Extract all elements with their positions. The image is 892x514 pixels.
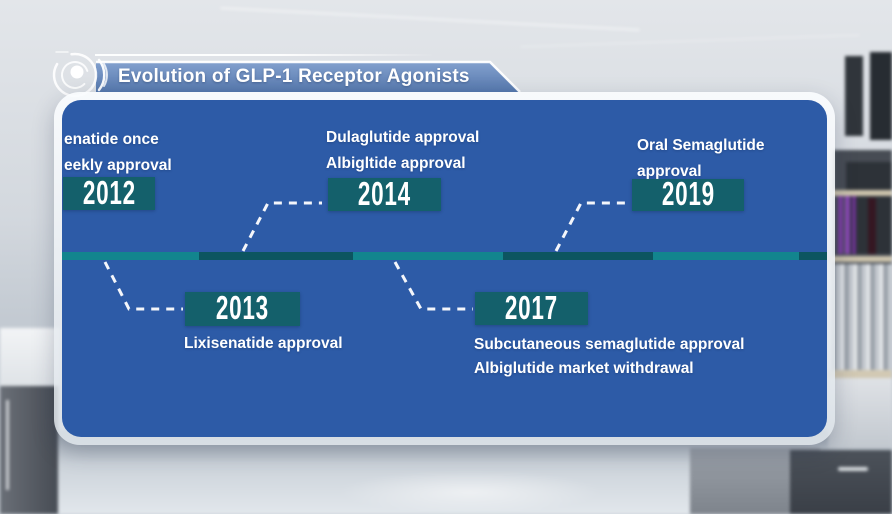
year-box-2017: 2017	[475, 289, 588, 327]
event-label-2013: Lixisenatide approval	[184, 331, 343, 357]
event-label-line: enatide once	[64, 131, 159, 148]
event-label-line: Albigltide approval	[326, 155, 466, 172]
year-label: 2012	[82, 174, 136, 212]
event-label-line: Lixisenatide approval	[184, 335, 343, 352]
event-label-line: Oral Semaglutide	[637, 137, 765, 154]
year-label: 2017	[504, 289, 559, 327]
lab-shelf	[828, 190, 892, 196]
lab-equipment	[845, 56, 863, 136]
ceiling-line	[520, 34, 860, 48]
event-label-2019: Oral Semaglutide approval	[637, 133, 764, 185]
lab-shelf	[828, 256, 892, 262]
lab-counter	[0, 328, 60, 386]
timeline-segment	[503, 252, 653, 260]
ceiling-line	[220, 7, 640, 31]
year-label: 2013	[215, 289, 270, 327]
event-label-line: eekly approval	[64, 157, 172, 174]
hud-circle-icon	[52, 51, 108, 98]
title-banner	[96, 60, 521, 92]
lab-shelf	[828, 370, 892, 378]
lab-cabinet	[0, 386, 58, 514]
year-box-2013: 2013	[185, 292, 300, 326]
connector-2014	[241, 201, 322, 252]
timeline-segment	[653, 252, 799, 260]
metal-cylinders	[828, 264, 892, 370]
page-title: Evolution of GLP-1 Receptor Agonists	[118, 66, 470, 87]
floor-reflection	[340, 470, 600, 514]
year-box-2014: 2014	[328, 175, 441, 213]
event-label-line: Albiglutide market withdrawal	[474, 360, 694, 377]
drawer-handle	[838, 467, 868, 471]
year-box-2012: 2012	[63, 174, 155, 212]
purple-tube	[845, 196, 850, 254]
timeline-segment	[62, 252, 199, 260]
purple-tube	[838, 196, 843, 254]
connector-2017	[393, 261, 473, 311]
lab-bottle	[868, 198, 876, 254]
event-label-2014: Dulaglutide approval Albigltide approval	[326, 125, 479, 177]
connector-2013	[103, 261, 183, 311]
year-label: 2014	[357, 175, 412, 213]
event-label-2017: Subcutaneous semaglutide approval Albigl…	[474, 333, 744, 381]
event-label-line: Subcutaneous semaglutide approval	[474, 336, 745, 353]
timeline-segment	[199, 252, 353, 260]
lab-equipment	[870, 52, 892, 140]
year-label: 2019	[661, 175, 715, 213]
timeline-segment	[799, 252, 827, 260]
connector-2019	[554, 201, 628, 252]
event-label-2012: enatide once eekly approval	[64, 127, 172, 179]
year-box-2019: 2019	[632, 175, 744, 213]
timeline-panel: enatide once eekly approval 2012 Dulaglu…	[62, 100, 827, 437]
lab-bench	[828, 378, 892, 448]
event-label-line: Dulaglutide approval	[326, 129, 480, 146]
timeline-segment	[353, 252, 503, 260]
dashed-connectors	[103, 201, 628, 311]
event-label-line: approval	[637, 163, 702, 180]
cabinet-highlight	[6, 400, 9, 490]
timeline-bar	[62, 252, 827, 260]
purple-tube	[852, 196, 856, 254]
header-accent-line	[95, 54, 435, 56]
lab-drawers	[790, 450, 892, 514]
